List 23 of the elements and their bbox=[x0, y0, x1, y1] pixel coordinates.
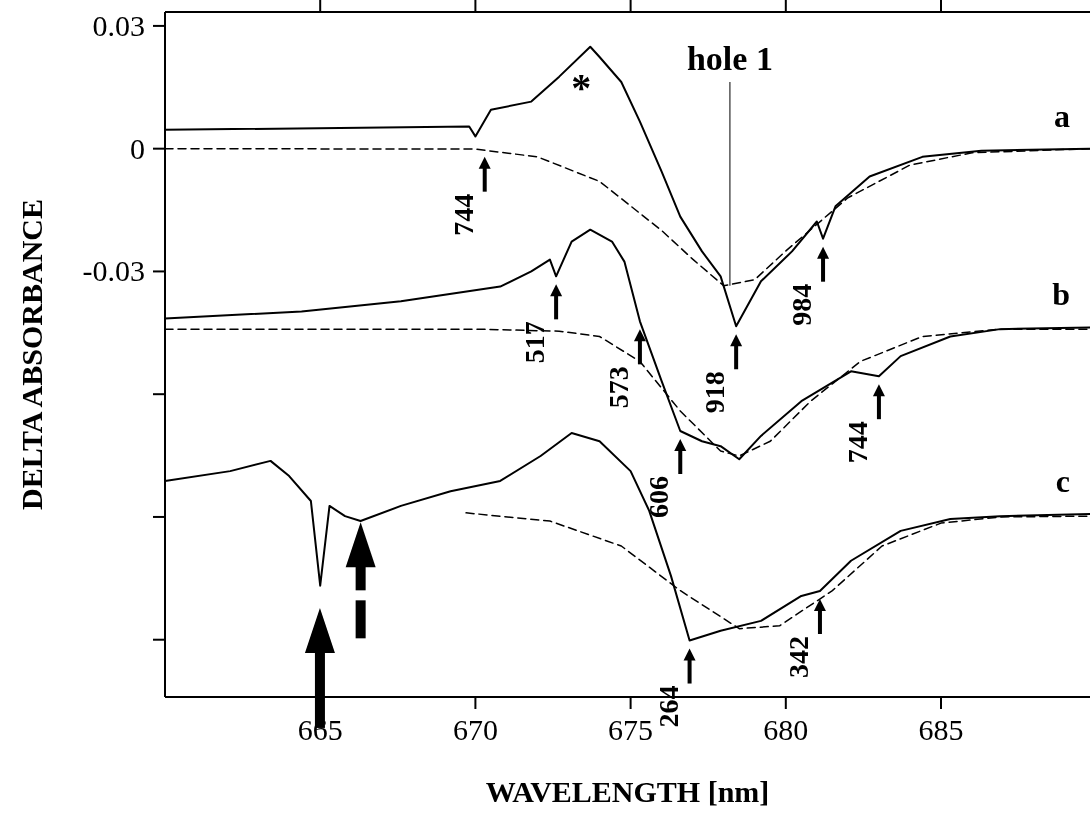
annotation: 606 bbox=[643, 476, 675, 519]
y-tick-label: 0.03 bbox=[92, 8, 145, 42]
x-tick-label: 680 bbox=[763, 713, 809, 746]
series-label: a bbox=[1054, 97, 1070, 134]
x-tick-label: 675 bbox=[608, 713, 654, 746]
series-label: c bbox=[1055, 463, 1070, 500]
annotation: 984 bbox=[786, 283, 818, 326]
annotation: * bbox=[571, 65, 592, 111]
annotation: hole 1 bbox=[686, 40, 773, 77]
annotation: 918 bbox=[699, 371, 731, 414]
x-axis-title: WAVELENGTH [nm] bbox=[485, 775, 770, 808]
annotation: 744 bbox=[447, 193, 479, 236]
x-tick-label: 685 bbox=[918, 713, 964, 746]
annotation: 264 bbox=[652, 685, 684, 728]
annotation: 517 bbox=[519, 321, 551, 364]
x-tick-label: 670 bbox=[452, 713, 498, 746]
y-axis-title: DELTA ABSORBANCE bbox=[15, 199, 48, 510]
annotation: 573 bbox=[602, 366, 634, 409]
series-label: b bbox=[1052, 276, 1070, 313]
y-tick-label: 0 bbox=[130, 131, 145, 165]
annotation: 744 bbox=[841, 421, 873, 464]
annotation: 342 bbox=[782, 636, 814, 679]
y-tick-label: -0.03 bbox=[82, 254, 145, 288]
